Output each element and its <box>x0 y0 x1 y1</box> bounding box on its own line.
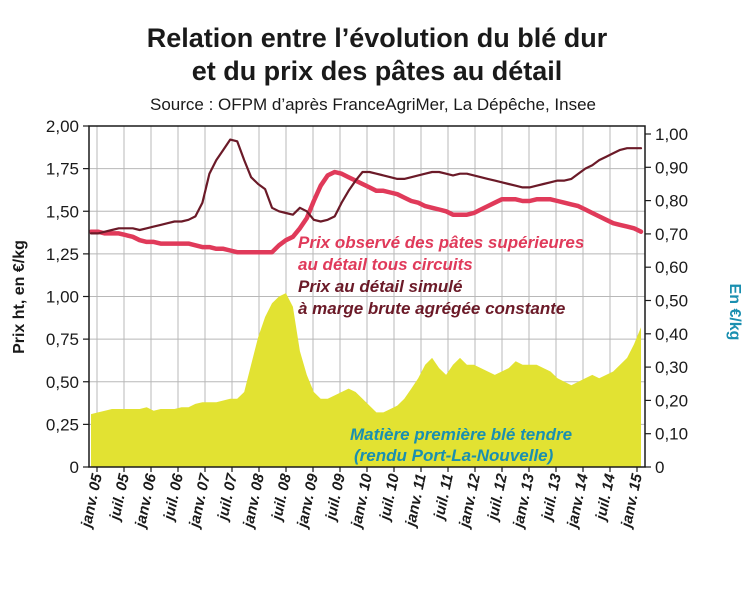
right-tick-label: 0,40 <box>655 325 688 344</box>
x-tick-label: juil. 05 <box>106 472 133 524</box>
y-axis-label-left: Prix ht, en €/kg <box>11 240 28 354</box>
left-tick-label: 0,25 <box>46 415 79 434</box>
x-tick-label: juil. 13 <box>538 472 565 524</box>
line-layer <box>88 138 644 255</box>
x-tick-label: janv. 07 <box>186 472 214 531</box>
chart-title-line2: et du prix des pâtes au détail <box>192 56 563 86</box>
x-tick-label: juil. 09 <box>322 472 349 524</box>
x-tick-label: janv. 06 <box>132 472 160 531</box>
left-tick-label: 0,50 <box>46 373 79 392</box>
area-layer <box>91 293 641 467</box>
x-tick-label: janv. 09 <box>294 472 322 531</box>
right-tick-label: 0,90 <box>655 158 688 177</box>
right-tick-label: 0,70 <box>655 225 688 244</box>
series-label-wheat-line1: Matière première blé tendre <box>350 425 572 444</box>
series-area-wheat <box>91 293 641 467</box>
x-tick-label: janv. 05 <box>78 472 106 531</box>
x-tick-label: juil. 08 <box>268 472 295 524</box>
right-tick-label: 0,80 <box>655 192 688 211</box>
x-tick-label: juil. 10 <box>376 472 403 524</box>
left-tick-label: 1,75 <box>46 160 79 179</box>
chart-source: Source : OFPM d’après FranceAgriMer, La … <box>150 95 596 114</box>
x-tick-label: janv. 12 <box>456 472 484 531</box>
x-tick-label: janv. 11 <box>402 472 430 529</box>
series-label-retail-simulated-line2: à marge brute agrégée constante <box>298 299 565 318</box>
x-tick-label: juil. 12 <box>484 472 511 524</box>
x-tick-label: janv. 10 <box>348 472 376 531</box>
left-axis-ticks: 2,00 1,75 1,50 1,25 1,00 0,75 0,50 0,25 0 <box>46 117 89 477</box>
left-tick-label: 1,00 <box>46 288 79 307</box>
x-tick-label: juil. 14 <box>592 472 619 524</box>
right-tick-label: 0,50 <box>655 292 688 311</box>
right-tick-label: 1,00 <box>655 125 688 144</box>
right-tick-label: 0 <box>655 458 664 477</box>
right-tick-label: 0,60 <box>655 258 688 277</box>
right-axis-ticks: 1,00 0,90 0,80 0,70 0,60 0,50 0,40 0,30 0,20 0,10… <box>645 125 688 477</box>
series-label-retail-observed-line1: Prix observé des pâtes supérieures <box>298 233 584 252</box>
x-tick-label: juil. 06 <box>160 472 187 524</box>
left-tick-label: 2,00 <box>46 117 79 136</box>
x-tick-label: janv. 14 <box>564 472 592 531</box>
right-tick-label: 0,20 <box>655 391 688 410</box>
left-tick-label: 0,75 <box>46 330 79 349</box>
x-axis-ticks: janv. 05 juil. 05 janv. 06 juil. 06 janv. 07… <box>78 467 646 531</box>
x-tick-label: juil. 07 <box>214 472 241 524</box>
series-label-retail-simulated-line1: Prix au détail simulé <box>298 277 462 296</box>
right-tick-label: 0,30 <box>655 358 688 377</box>
chart-title-line1: Relation entre l’évolution du blé dur <box>147 23 608 53</box>
series-label-wheat-line2: (rendu Port-La-Nouvelle) <box>354 446 554 465</box>
series-line-retail-simulated <box>89 138 643 235</box>
x-tick-label: janv. 13 <box>510 472 538 531</box>
left-tick-label: 1,25 <box>46 245 79 264</box>
left-tick-label: 0 <box>70 458 79 477</box>
series-label-retail-observed-line2: au détail tous circuits <box>298 255 473 274</box>
x-tick-label: janv. 08 <box>240 472 268 531</box>
x-tick-label: janv. 15 <box>618 472 646 531</box>
y-axis-label-right: En €/kg <box>726 284 743 341</box>
right-tick-label: 0,10 <box>655 425 688 444</box>
left-tick-label: 1,50 <box>46 202 79 221</box>
series-line-retail-observed <box>88 169 644 255</box>
x-tick-label: juil. 11 <box>430 472 457 522</box>
